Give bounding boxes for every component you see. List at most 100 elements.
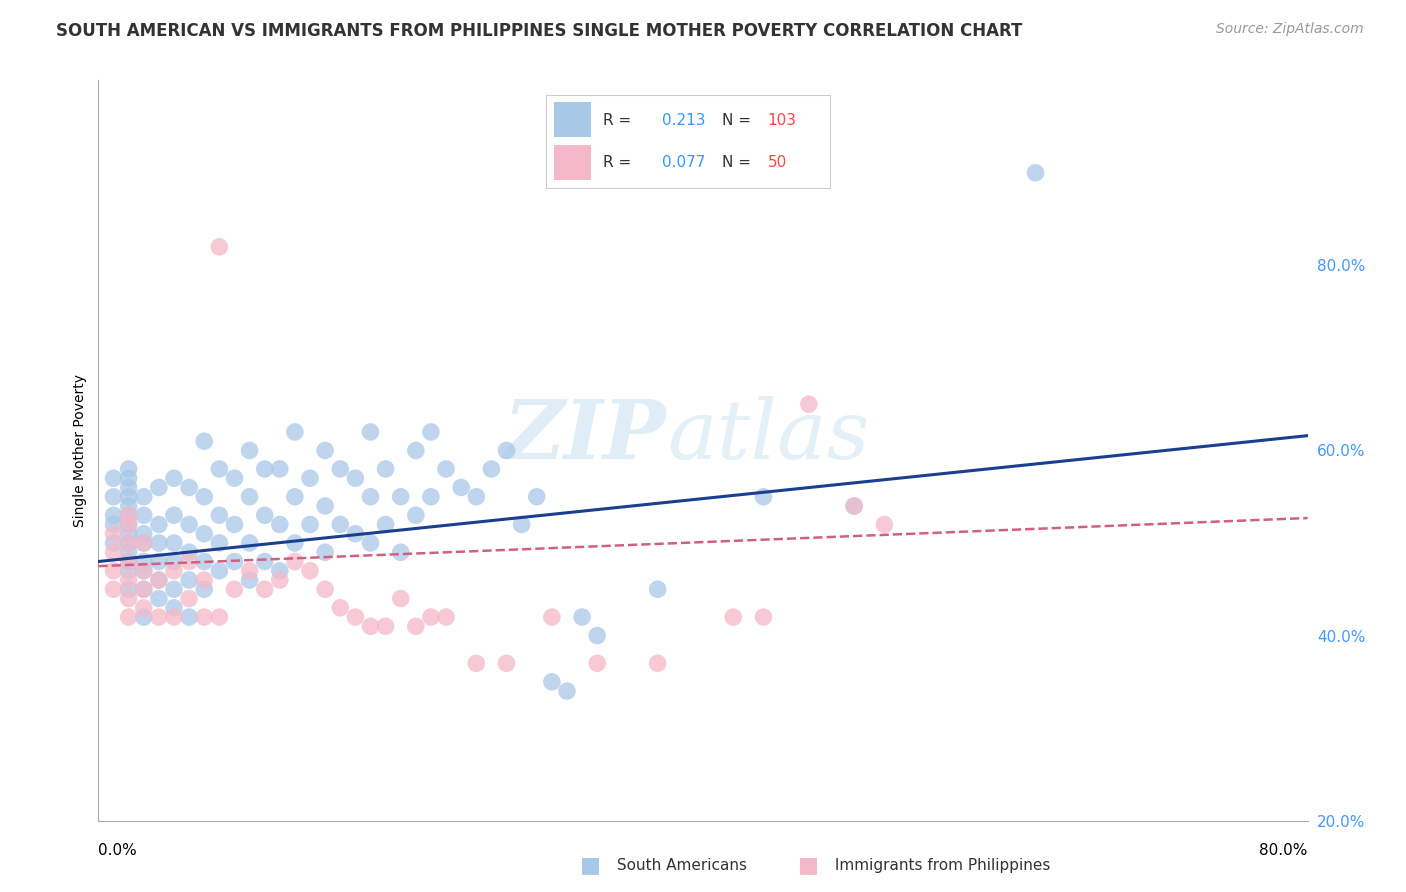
Point (148, 536, 170, 550)
Point (284, 554, 307, 569)
Point (239, 564, 262, 578)
Point (103, 564, 125, 578)
Point (179, 554, 201, 569)
Point (118, 610, 141, 624)
Point (118, 481, 141, 495)
Point (360, 619, 382, 633)
Point (495, 443, 517, 458)
Point (329, 600, 352, 615)
Point (555, 684, 578, 698)
Point (752, 490, 775, 504)
Y-axis label: Single Mother Poverty: Single Mother Poverty (73, 374, 87, 527)
Point (118, 517, 141, 532)
Point (132, 508, 155, 523)
Point (118, 554, 141, 569)
Text: Source: ZipAtlas.com: Source: ZipAtlas.com (1216, 22, 1364, 37)
Point (450, 481, 472, 495)
Point (103, 526, 125, 541)
Point (253, 508, 276, 523)
Text: atlas: atlas (666, 396, 869, 475)
Point (193, 610, 215, 624)
Point (179, 573, 201, 587)
Point (269, 462, 291, 476)
Point (208, 564, 231, 578)
Point (329, 517, 352, 532)
Point (360, 425, 382, 439)
Point (163, 471, 186, 485)
Point (103, 508, 125, 523)
Point (374, 517, 396, 532)
Point (118, 462, 141, 476)
Point (269, 517, 291, 532)
Point (118, 490, 141, 504)
Point (239, 573, 262, 587)
Point (405, 508, 427, 523)
Point (389, 545, 412, 559)
Point (284, 490, 307, 504)
Point (420, 425, 443, 439)
Point (540, 674, 562, 689)
Point (314, 545, 336, 559)
Point (239, 536, 262, 550)
Point (239, 443, 262, 458)
Point (148, 610, 170, 624)
Point (1024, 166, 1046, 180)
Point (163, 508, 186, 523)
Point (434, 462, 457, 476)
Text: ■: ■ (581, 855, 600, 875)
Point (103, 536, 125, 550)
Point (103, 490, 125, 504)
Point (647, 582, 669, 597)
Point (329, 462, 352, 476)
Point (420, 490, 443, 504)
Point (163, 554, 186, 569)
Point (132, 610, 155, 624)
Point (148, 573, 170, 587)
Point (179, 591, 201, 606)
Point (132, 526, 155, 541)
Point (224, 582, 246, 597)
Point (540, 610, 562, 624)
Point (299, 564, 322, 578)
Point (844, 499, 866, 513)
Point (586, 628, 609, 642)
Point (344, 610, 367, 624)
Point (118, 517, 141, 532)
Point (571, 610, 593, 624)
Point (224, 471, 246, 485)
Point (208, 240, 231, 254)
Point (314, 582, 336, 597)
Point (510, 517, 533, 532)
Point (526, 490, 548, 504)
Point (269, 573, 291, 587)
Text: Immigrants from Philippines: Immigrants from Philippines (830, 858, 1050, 872)
Point (163, 610, 186, 624)
Point (163, 582, 186, 597)
Point (465, 490, 488, 504)
Point (193, 573, 215, 587)
Point (389, 591, 412, 606)
Point (132, 536, 155, 550)
Point (118, 564, 141, 578)
Point (103, 582, 125, 597)
Point (179, 610, 201, 624)
Point (103, 471, 125, 485)
Point (193, 434, 215, 449)
Point (269, 564, 291, 578)
Point (132, 564, 155, 578)
Point (148, 591, 170, 606)
Point (118, 536, 141, 550)
Point (314, 499, 336, 513)
Point (118, 508, 141, 523)
Point (797, 397, 820, 411)
Point (405, 619, 427, 633)
Point (118, 499, 141, 513)
Point (103, 517, 125, 532)
Point (434, 610, 457, 624)
Text: SOUTH AMERICAN VS IMMIGRANTS FROM PHILIPPINES SINGLE MOTHER POVERTY CORRELATION : SOUTH AMERICAN VS IMMIGRANTS FROM PHILIP… (56, 22, 1022, 40)
Point (253, 554, 276, 569)
Text: 0.0%: 0.0% (98, 843, 138, 858)
Point (374, 619, 396, 633)
Point (723, 610, 745, 624)
Point (118, 471, 141, 485)
